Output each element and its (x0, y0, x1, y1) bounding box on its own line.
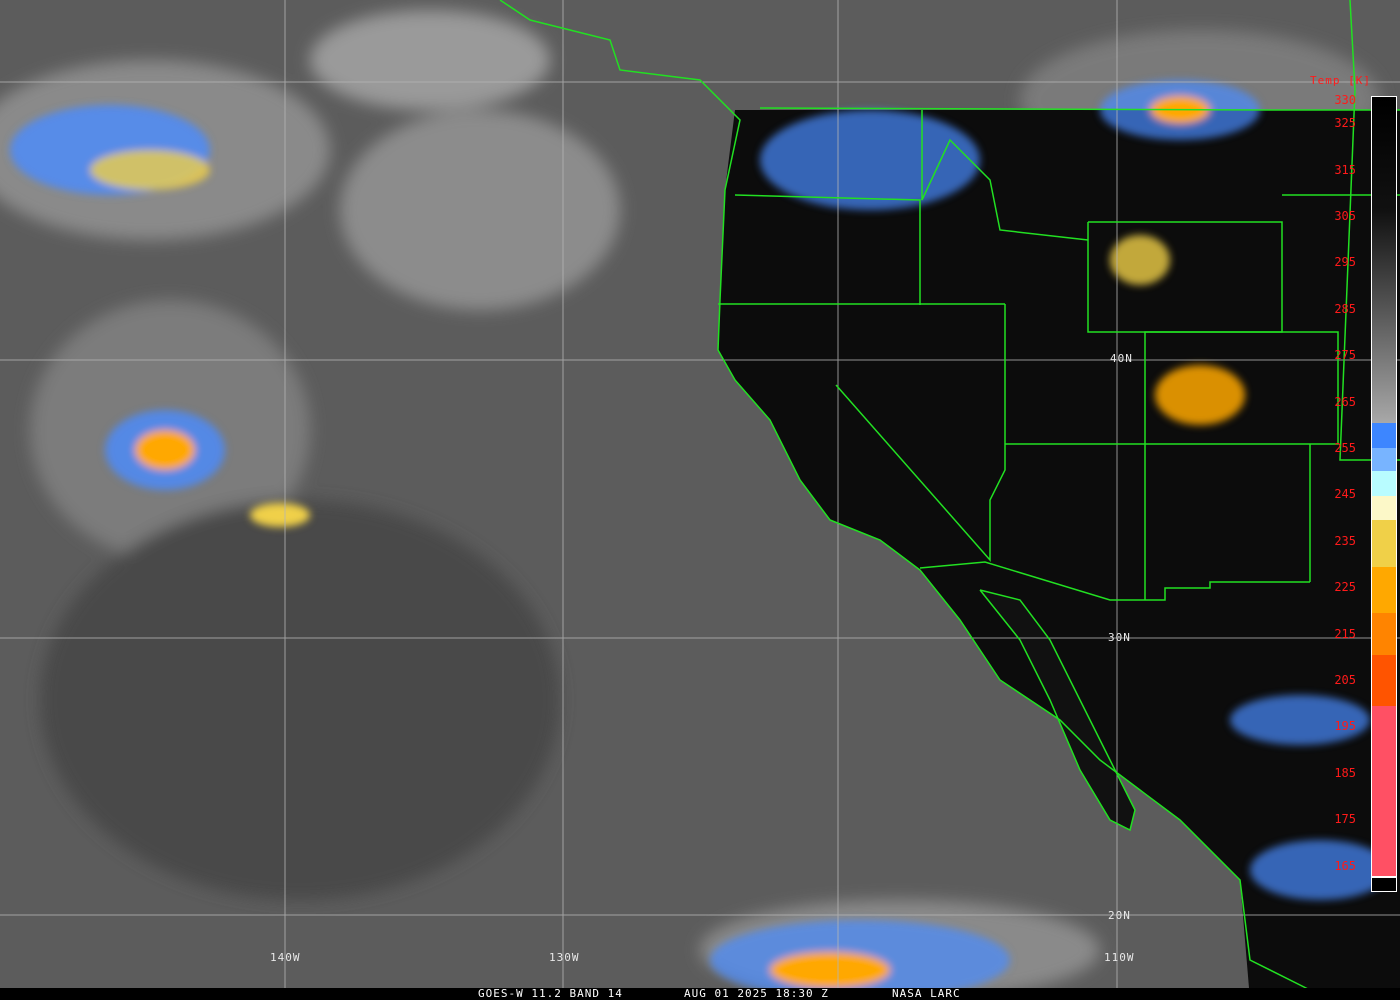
coastline (499, 0, 1311, 991)
colorbar-tick-label: 215 (1334, 626, 1356, 641)
idaho-line (921, 110, 1089, 241)
colorbar-title: Temp [K] (1310, 74, 1371, 87)
baja-peninsula (980, 590, 1135, 830)
colorbar-blue (1372, 423, 1396, 448)
colorbar-tick-label: 265 (1334, 394, 1356, 409)
colorbar-orange (1372, 567, 1396, 613)
colorbar-tick-label: 285 (1334, 301, 1356, 316)
colorbar-tick-label: 225 (1334, 580, 1356, 595)
baja-coast (979, 589, 1136, 832)
footer-bar: GOES-W 11.2 BAND 14 AUG 01 2025 18:30 Z … (0, 988, 1400, 1000)
colorbar-tick-label: 205 (1334, 673, 1356, 687)
colorbar-red-orange (1372, 655, 1396, 706)
az-nm (1005, 331, 1339, 600)
oregon-border (734, 194, 921, 305)
colorbar-tick-label: 235 (1334, 533, 1356, 548)
colorbar-tick-label: 195 (1334, 719, 1356, 734)
temperature-colorbar (1371, 96, 1397, 892)
cold-cloud-tops (10, 80, 1390, 1000)
satellite-band-label: GOES-W 11.2 BAND 14 (478, 987, 623, 1000)
colorbar-tick-label: 305 (1334, 209, 1356, 223)
nevada-border (835, 304, 1006, 562)
colorbar-tick-label: 255 (1334, 441, 1356, 455)
lat-label-30n: 30N (1108, 631, 1131, 644)
colorbar-tick-label: 330 (1334, 93, 1356, 107)
colorbar-tick-label: 165 (1334, 858, 1356, 873)
colorbar-pale-yellow (1372, 496, 1396, 520)
mexico-border (919, 561, 1310, 601)
lon-label-110w: 110W (1104, 951, 1135, 964)
colorbar-mid-blue (1372, 448, 1396, 471)
datetime-label: AUG 01 2025 18:30 Z (684, 987, 829, 1000)
colorbar-tick-label: 245 (1334, 487, 1356, 502)
credit-label: NASA LARC (892, 987, 961, 1000)
colorbar-light-cyan (1372, 471, 1396, 496)
political-boundaries (499, 0, 1400, 991)
colorbar-tick-label: 325 (1334, 116, 1356, 131)
colorbar-dark-orange (1372, 613, 1396, 655)
colorbar-yellow (1372, 520, 1396, 567)
colorbar-tick-label: 315 (1334, 162, 1356, 177)
lon-label-130w: 130W (549, 951, 580, 964)
lat-label-40n: 40N (1110, 352, 1133, 365)
colorbar-tick-label: 175 (1334, 812, 1356, 827)
colorbar-tick-label: 185 (1334, 765, 1356, 780)
colorbar-grayscale (1372, 97, 1396, 423)
lat-label-20n: 20N (1108, 909, 1131, 922)
colorbar-pink (1372, 706, 1396, 876)
colorbar-white-line (1372, 876, 1396, 878)
east-border (1339, 0, 1400, 461)
colorbar-tick-label: 275 (1334, 348, 1356, 363)
colorbar-tick-label: 295 (1334, 255, 1356, 270)
lon-label-140w: 140W (270, 951, 301, 964)
us-canada-border (759, 107, 1400, 111)
